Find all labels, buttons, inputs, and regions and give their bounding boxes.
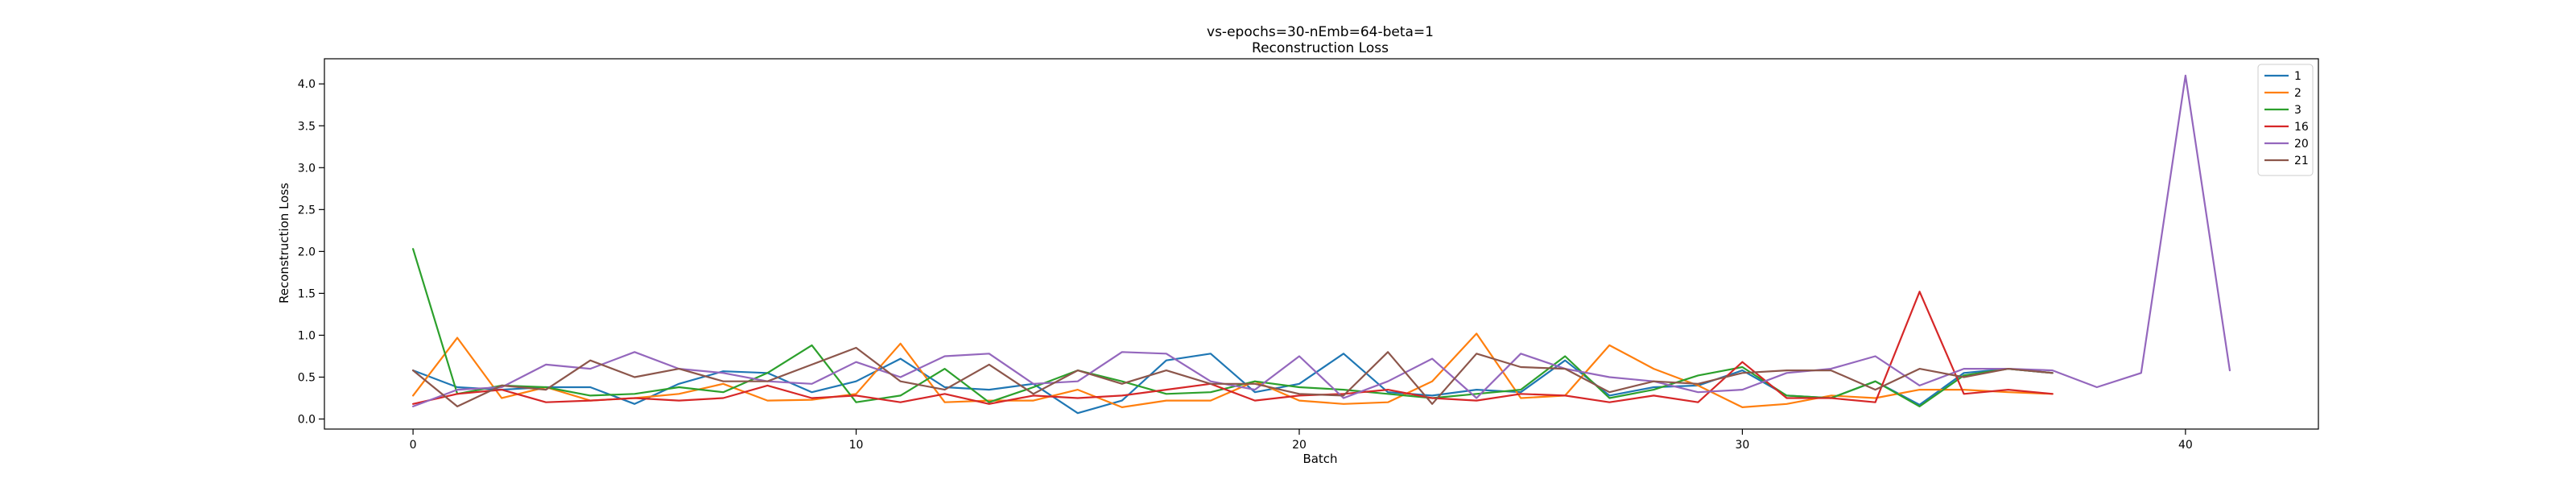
series-line-20 — [411, 74, 2231, 407]
chart-subtitle: Reconstruction Loss — [1252, 40, 1389, 56]
y-axis-label: Reconstruction Loss — [277, 183, 291, 303]
x-tick-label: 20 — [1292, 439, 1307, 452]
y-tick-label: 0.5 — [298, 371, 316, 384]
series-line-21 — [411, 346, 2054, 407]
x-tick-label: 40 — [2178, 439, 2193, 452]
y-tick-label: 0.0 — [298, 414, 316, 427]
legend-label-21: 21 — [2294, 155, 2309, 167]
series-line-3 — [411, 248, 2054, 407]
y-tick-label: 3.5 — [298, 120, 316, 133]
y-axis: 0.0 0.5 1.0 1.5 2.0 2.5 3.0 3.5 4.0 — [298, 78, 324, 427]
x-axis: 0 10 20 30 40 — [410, 429, 2193, 452]
legend-label-1: 1 — [2294, 70, 2301, 83]
y-tick-label: 1.5 — [298, 287, 316, 300]
x-tick-label: 30 — [1736, 439, 1750, 452]
legend-label-2: 2 — [2294, 87, 2301, 100]
y-tick-label: 2.0 — [298, 246, 316, 258]
plot-area — [324, 58, 2319, 430]
y-tick-label: 2.5 — [298, 204, 316, 217]
x-axis-label: Batch — [1302, 452, 1337, 466]
series-layer — [411, 74, 2231, 415]
legend-label-16: 16 — [2294, 121, 2309, 134]
legend-label-20: 20 — [2294, 138, 2309, 151]
legend-label-3: 3 — [2294, 104, 2301, 117]
y-tick-label: 4.0 — [298, 78, 316, 91]
x-tick-label: 0 — [410, 439, 417, 452]
y-tick-label: 3.0 — [298, 162, 316, 175]
y-tick-label: 1.0 — [298, 329, 316, 342]
series-line-2 — [411, 332, 2054, 408]
x-tick-label: 10 — [849, 439, 864, 452]
series-line-16 — [411, 291, 2054, 405]
legend: 1 2 3 16 20 21 — [2257, 64, 2314, 176]
chart-title: vs-epochs=30-nEmb=64-beta=1 — [1207, 24, 1434, 40]
plot-frame — [324, 58, 2319, 430]
